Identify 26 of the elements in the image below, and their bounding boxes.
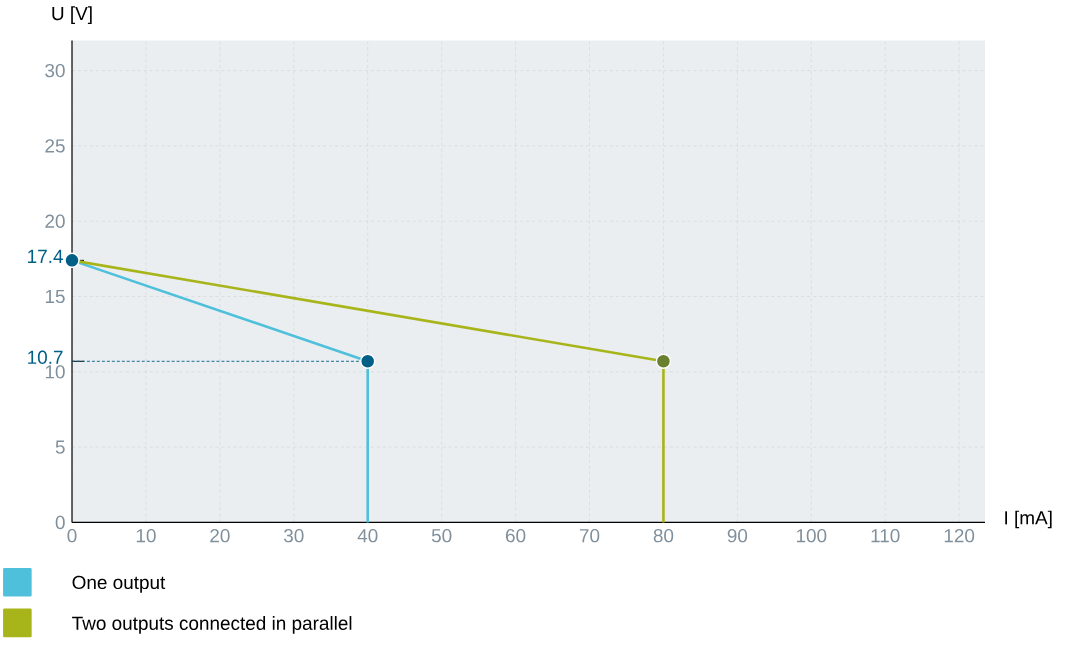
x-tick-label: 0 — [67, 528, 77, 543]
y-tick-label: 25 — [45, 138, 65, 153]
legend-label: One output — [72, 575, 166, 593]
x-tick-label: 50 — [431, 528, 452, 543]
y-tick-label: 10 — [45, 364, 65, 379]
y-tick-label: 20 — [45, 214, 65, 228]
x-tick-label: 10 — [136, 528, 156, 543]
x-tick-label: 90 — [727, 528, 748, 543]
legend-label: Two outputs connected in parallel — [72, 615, 352, 634]
y-axis-title: U [V] — [52, 6, 92, 24]
x-tick-label: 30 — [283, 528, 304, 543]
x-tick-label: 80 — [653, 528, 674, 543]
x-tick-label: 20 — [210, 528, 230, 543]
y-tick-label: 5 — [55, 440, 65, 454]
y-tick-label: 15 — [45, 289, 65, 303]
x-axis-title: I [mA] — [1005, 510, 1052, 529]
y-tick-label: 17.4 — [28, 249, 63, 263]
x-tick-label: 70 — [579, 528, 600, 543]
y-tick-label: 0 — [55, 515, 65, 529]
x-tick-label: 110 — [871, 528, 900, 543]
x-tick-label: 60 — [505, 528, 526, 543]
y-tick-label: 30 — [45, 63, 65, 78]
x-tick-label: 40 — [357, 528, 378, 543]
y-tick-label: 10.7 — [28, 350, 63, 364]
x-tick-label: 100 — [796, 528, 827, 543]
x-tick-label: 120 — [944, 528, 975, 543]
